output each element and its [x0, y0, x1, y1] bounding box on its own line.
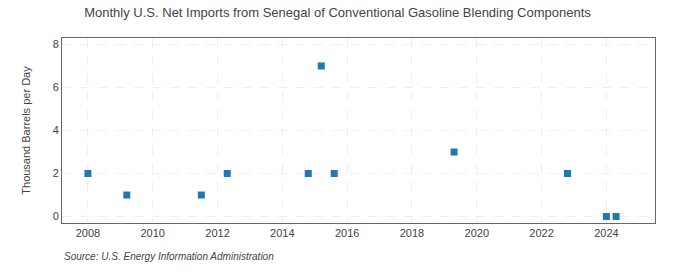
- svg-text:8: 8: [53, 38, 59, 50]
- svg-text:2010: 2010: [140, 227, 164, 239]
- svg-text:0: 0: [53, 210, 59, 222]
- svg-text:2012: 2012: [205, 227, 229, 239]
- svg-text:Monthly U.S. Net Imports from: Monthly U.S. Net Imports from Senegal of…: [84, 5, 591, 20]
- svg-text:4: 4: [53, 124, 59, 136]
- svg-text:2: 2: [53, 167, 59, 179]
- svg-text:2008: 2008: [76, 227, 100, 239]
- svg-text:Thousand Barrels per Day: Thousand Barrels per Day: [20, 66, 32, 195]
- svg-text:2014: 2014: [270, 227, 294, 239]
- svg-text:Source: U.S. Energy Informatio: Source: U.S. Energy Information Administ…: [64, 251, 274, 262]
- svg-text:2016: 2016: [335, 227, 359, 239]
- svg-text:2018: 2018: [400, 227, 424, 239]
- svg-text:2022: 2022: [529, 227, 553, 239]
- svg-text:2024: 2024: [594, 227, 618, 239]
- svg-text:6: 6: [53, 81, 59, 93]
- svg-text:2020: 2020: [465, 227, 489, 239]
